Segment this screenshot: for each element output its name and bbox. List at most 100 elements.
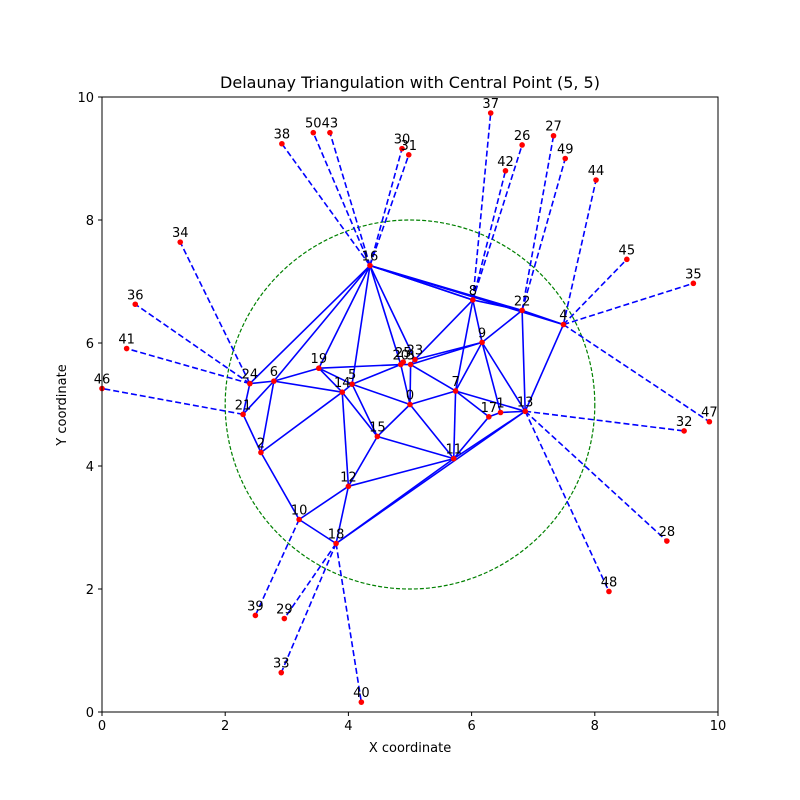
x-tick-label: 0 bbox=[98, 719, 106, 734]
triangulation-edge bbox=[377, 435, 454, 460]
x-tick-label: 6 bbox=[467, 719, 475, 734]
point-label-25: 25 bbox=[395, 346, 412, 361]
point-label-37: 37 bbox=[482, 97, 499, 112]
point-label-41: 41 bbox=[118, 333, 135, 348]
point-50 bbox=[310, 129, 317, 136]
reference-circle bbox=[224, 219, 596, 590]
x-tick-label: 2 bbox=[221, 719, 229, 734]
point-24 bbox=[247, 380, 253, 387]
point-29 bbox=[281, 615, 288, 622]
point-label-17: 17 bbox=[481, 401, 498, 416]
triangulation-edge bbox=[298, 485, 349, 521]
point-31 bbox=[405, 152, 412, 158]
outer-edge bbox=[472, 112, 492, 301]
triangulation-edge bbox=[351, 265, 371, 385]
point-label-18: 18 bbox=[328, 527, 345, 542]
triangulation-edge bbox=[414, 341, 483, 361]
outer-edge bbox=[472, 170, 507, 301]
point-27 bbox=[550, 132, 557, 139]
triangulation-edge bbox=[260, 391, 343, 454]
y-tick-label: 2 bbox=[86, 583, 94, 598]
point-21 bbox=[240, 411, 246, 418]
point-18 bbox=[333, 540, 339, 547]
point-8 bbox=[470, 297, 476, 303]
point-45 bbox=[624, 256, 630, 263]
outer-edge bbox=[524, 410, 668, 542]
point-30 bbox=[399, 145, 405, 152]
point-label-16: 16 bbox=[362, 250, 379, 265]
point-33 bbox=[278, 669, 285, 676]
point-label-8: 8 bbox=[469, 284, 477, 299]
point-label-32: 32 bbox=[676, 415, 693, 430]
point-36 bbox=[132, 301, 139, 308]
triangulation-edge bbox=[242, 380, 275, 415]
point-label-22: 22 bbox=[514, 294, 531, 309]
point-label-33: 33 bbox=[273, 657, 290, 672]
y-tick-label: 8 bbox=[86, 214, 94, 229]
outer-edge bbox=[562, 323, 710, 423]
triangulation-edge bbox=[414, 299, 474, 361]
triangulation-edge bbox=[500, 410, 526, 414]
point-35 bbox=[690, 280, 697, 287]
triangulation-edge bbox=[472, 299, 523, 312]
triangulation-edge bbox=[318, 363, 401, 370]
triangulation-edge bbox=[454, 299, 474, 392]
point-34 bbox=[177, 239, 184, 245]
triangulation-edge bbox=[260, 452, 300, 520]
point-0 bbox=[407, 401, 413, 408]
point-39 bbox=[252, 612, 259, 619]
point-2 bbox=[258, 449, 264, 456]
outer-edge bbox=[312, 132, 371, 266]
point-48 bbox=[606, 588, 612, 595]
triangulation-edge bbox=[260, 380, 275, 453]
triangulation-edge bbox=[399, 364, 411, 405]
point-label-2: 2 bbox=[257, 436, 265, 451]
point-label-30: 30 bbox=[394, 133, 411, 148]
point-5 bbox=[349, 381, 355, 388]
triangulation-edge bbox=[298, 518, 337, 545]
triangulation-edge bbox=[351, 363, 402, 385]
triangulation-edge bbox=[347, 436, 379, 487]
triangulation-edge bbox=[273, 380, 343, 393]
edge-layer bbox=[101, 112, 710, 703]
point-label-29: 29 bbox=[276, 603, 293, 618]
point-label-48: 48 bbox=[601, 575, 618, 590]
point-19 bbox=[316, 365, 322, 372]
point-label-24: 24 bbox=[242, 368, 259, 383]
point-3 bbox=[407, 361, 414, 368]
triangulation-edge bbox=[454, 342, 483, 392]
triangulation-edge bbox=[249, 264, 371, 385]
point-label-34: 34 bbox=[172, 226, 189, 241]
point-43 bbox=[327, 129, 333, 136]
outer-edge bbox=[101, 387, 244, 416]
point-label-11: 11 bbox=[445, 443, 462, 458]
chart-title: Delaunay Triangulation with Central Poin… bbox=[220, 73, 600, 92]
triangulation-edge bbox=[472, 299, 483, 343]
x-axis-label: X coordinate bbox=[369, 741, 451, 756]
triangulation-edge bbox=[521, 310, 526, 412]
point-37 bbox=[487, 110, 494, 116]
point-label-14: 14 bbox=[334, 376, 351, 391]
triangulation-edge bbox=[335, 486, 350, 544]
point-label-36: 36 bbox=[127, 288, 144, 303]
y-tick-label: 4 bbox=[86, 460, 94, 475]
point-label-12: 12 bbox=[340, 470, 357, 485]
outer-edge bbox=[562, 179, 597, 325]
outer-edge bbox=[472, 144, 523, 301]
point-label-15: 15 bbox=[369, 420, 386, 435]
outer-edge bbox=[281, 143, 371, 266]
point-40 bbox=[358, 699, 365, 705]
point-41 bbox=[123, 345, 130, 352]
point-17 bbox=[486, 414, 492, 420]
point-layer bbox=[99, 110, 713, 705]
point-label-47: 47 bbox=[701, 406, 718, 421]
circle-layer bbox=[224, 219, 596, 590]
triangulation-edge bbox=[481, 342, 502, 413]
triangulation-edge bbox=[318, 367, 353, 385]
triangulation-edge bbox=[242, 383, 251, 415]
outer-edge bbox=[369, 154, 410, 266]
point-23 bbox=[412, 356, 418, 363]
triangulation-edge bbox=[409, 364, 412, 405]
point-label-3: 3 bbox=[406, 349, 414, 364]
